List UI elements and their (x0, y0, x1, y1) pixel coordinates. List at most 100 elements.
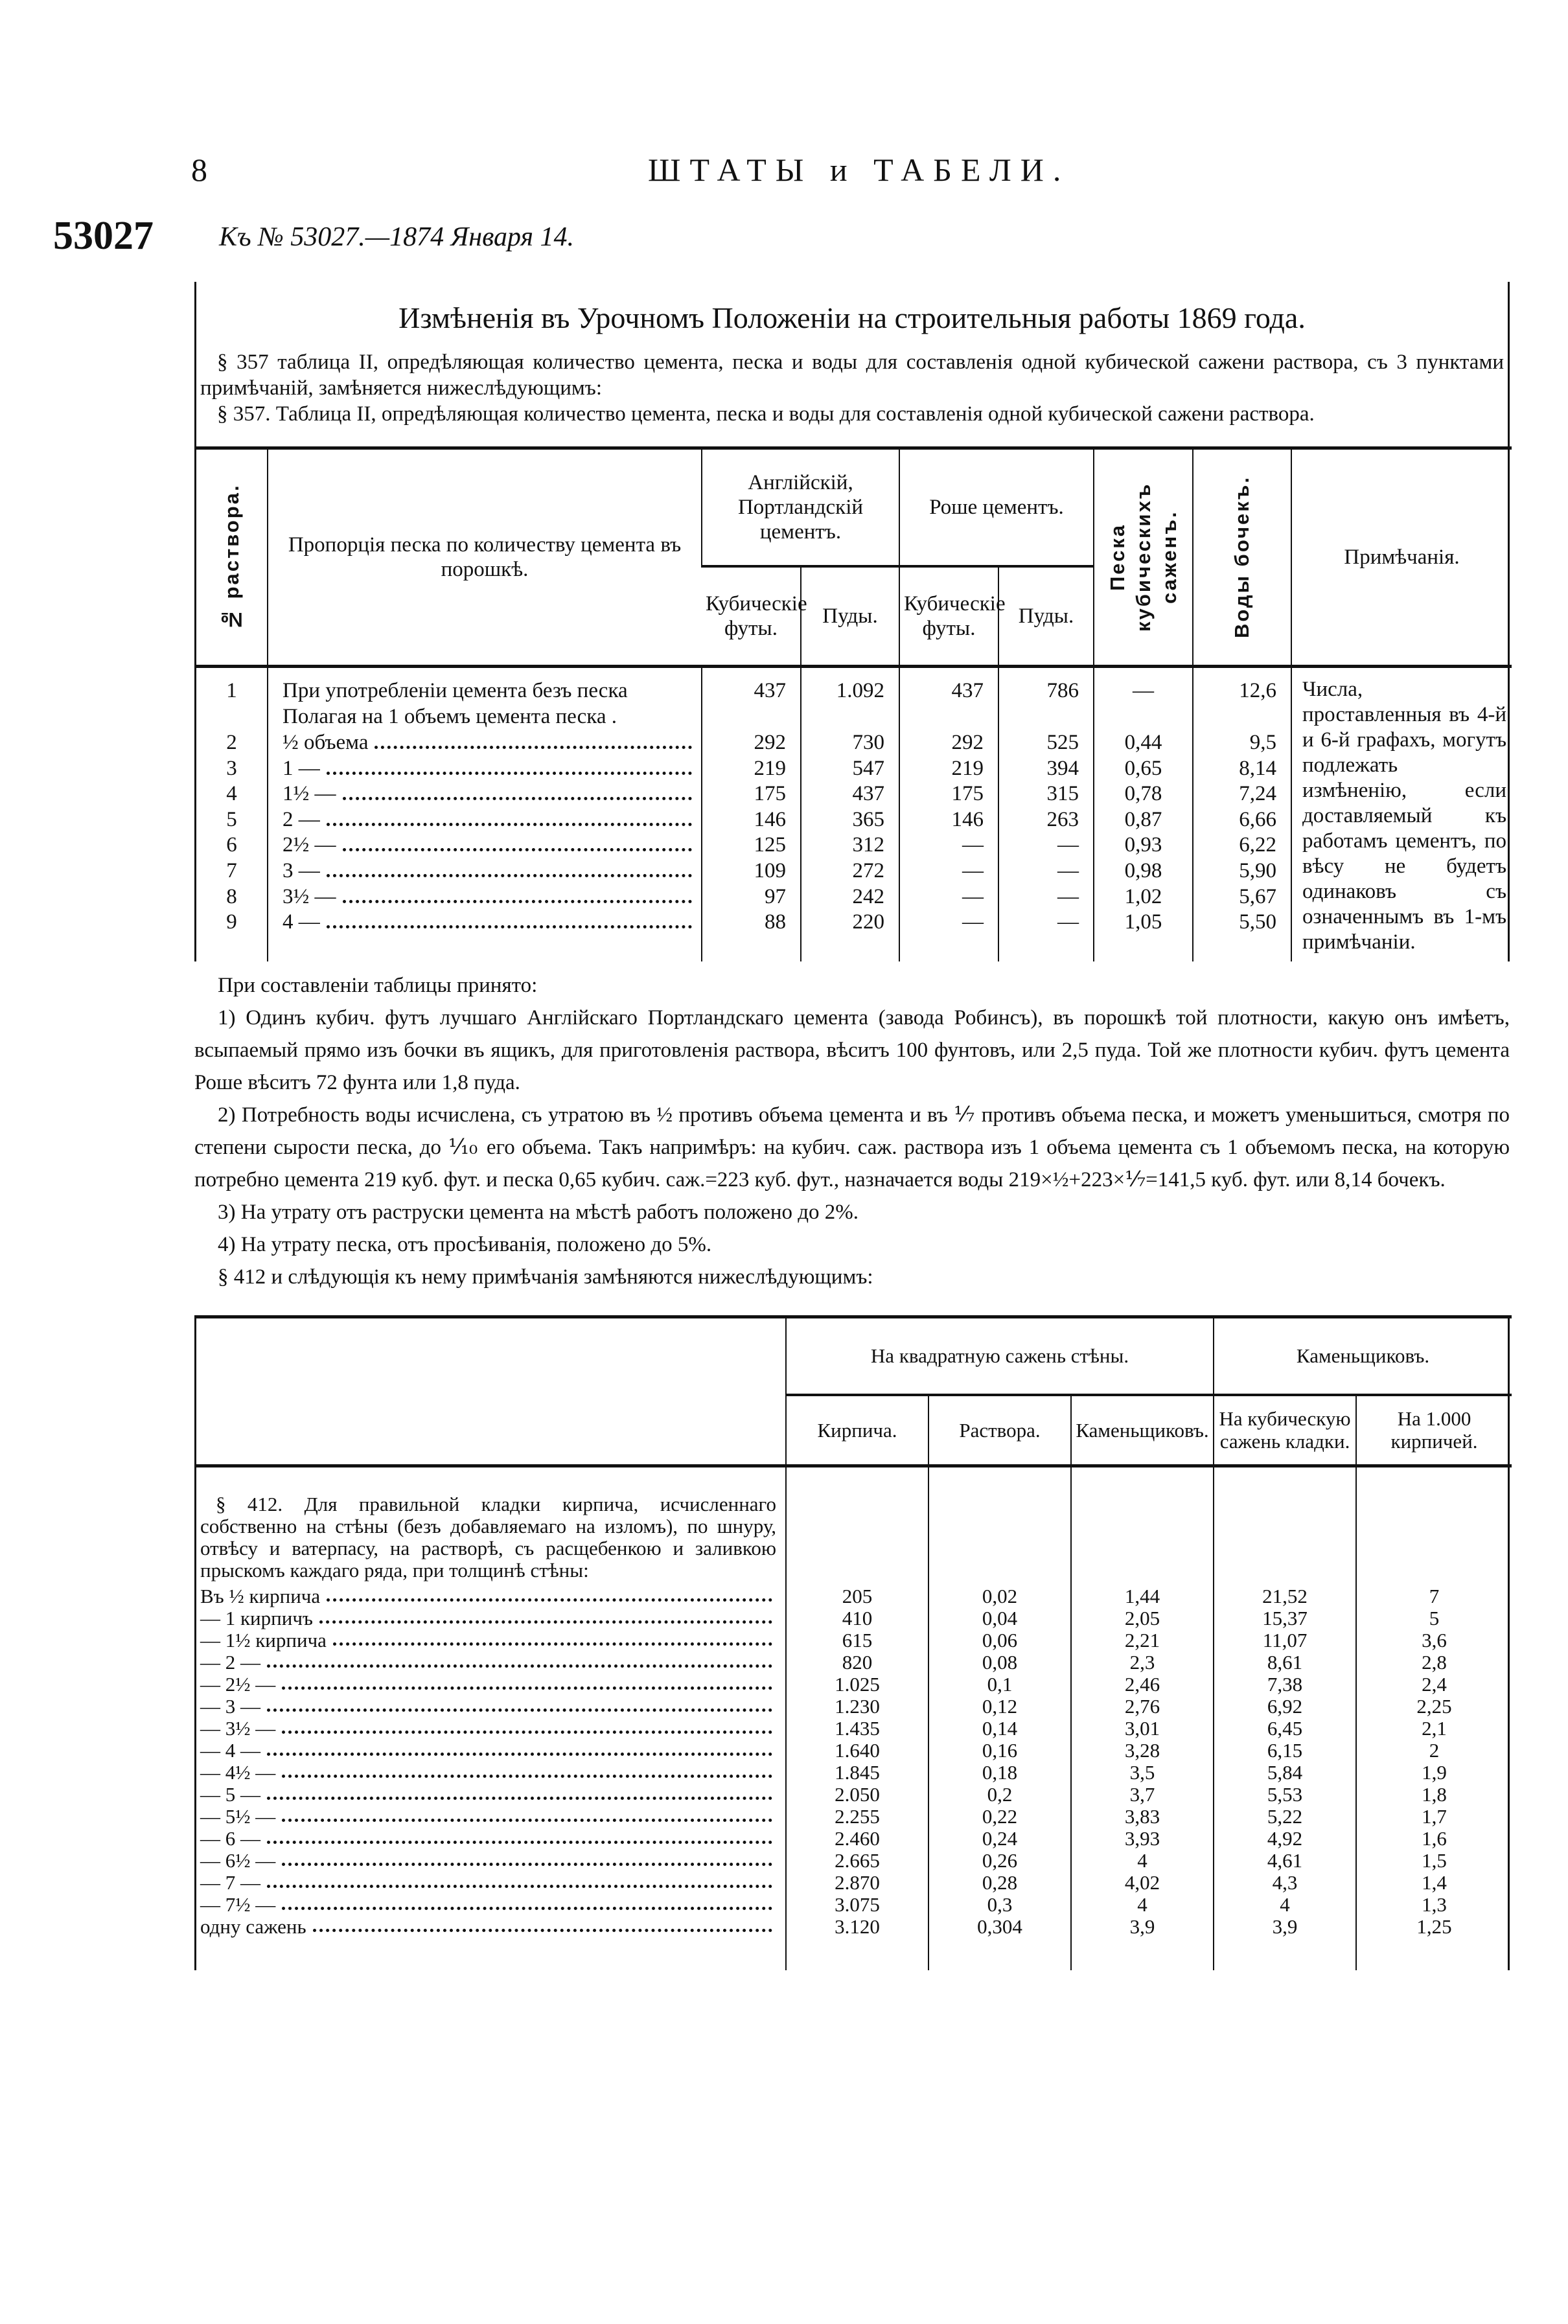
label-leader: Въ ½ кирпича (200, 1585, 776, 1607)
row-value: 0,93 (1093, 833, 1193, 859)
row-value: 1,3 (1355, 1894, 1512, 1916)
proportion-text: 2 — (282, 807, 320, 831)
row-value (997, 704, 1094, 731)
row-value: 3,28 (1070, 1740, 1214, 1762)
table-row: — 4 — 1.640 0,16 3,28 6,15 2 (196, 1740, 1512, 1762)
row-value: 1.640 (785, 1740, 928, 1762)
wall-thickness: — 4 — (200, 1739, 260, 1762)
section-357: Измѣненія въ Урочномъ Положеніи на строи… (194, 282, 1512, 961)
dot-leader (282, 1674, 772, 1690)
row-proportion: 1½ — (267, 781, 702, 807)
row-value: 1.435 (785, 1718, 928, 1740)
header-water: Воды бочекъ. (1192, 446, 1292, 667)
filler-row (196, 1938, 1512, 1970)
table-row: — 7 — 2.870 0,28 4,02 4,3 1,4 (196, 1872, 1512, 1894)
table-row: — 2 — 820 0,08 2,3 8,61 2,8 (196, 1651, 1512, 1674)
row-value: 315 (997, 781, 1094, 807)
wall-thickness: — 1½ кирпича (200, 1629, 327, 1651)
row-label: — 2½ — (196, 1673, 787, 1696)
table-row: 1 При употребленіи цемента безъ песка 437 1… (196, 666, 1512, 961)
dot-leader (267, 1784, 772, 1800)
header-per-square-sazhen: На квадратную сажень стѣны. (785, 1315, 1214, 1395)
table-row: Въ ½ кирпича 205 0,02 1,44 21,52 7 (196, 1585, 1512, 1607)
label-leader: — 4 — (200, 1740, 776, 1762)
row-value: 3.120 (785, 1916, 928, 1938)
header-no: № раствора. (196, 446, 268, 667)
row-value: 437 (899, 666, 998, 705)
header-proportion: Пропорція песка по количеству цемента въ… (267, 446, 702, 667)
row-value: 8,61 (1213, 1651, 1357, 1674)
row-value: 146 (701, 807, 801, 833)
row-value: 3,01 (1070, 1718, 1214, 1740)
table-row: 8 3½ —97 242— —1,02 5,67 (196, 884, 1512, 910)
row-value: 5 (1355, 1607, 1512, 1629)
row-value: 5,22 (1213, 1806, 1357, 1828)
row-label: — 4 — (196, 1740, 787, 1762)
row-value: 2.870 (785, 1872, 928, 1894)
table-row: — 5½ — 2.255 0,22 3,83 5,22 1,7 (196, 1806, 1512, 1828)
row-value: 7,38 (1213, 1674, 1357, 1696)
row-label: — 6 — (196, 1828, 787, 1850)
page-body: Измѣненія въ Урочномъ Положеніи на строи… (194, 282, 1512, 1970)
dot-leader (319, 1607, 772, 1624)
empty-cell (1355, 1938, 1512, 1970)
section-title: Измѣненія въ Урочномъ Положеніи на строи… (398, 301, 1306, 334)
row-value: 0,22 (928, 1806, 1071, 1828)
label-leader: — 3½ — (200, 1718, 776, 1740)
document-number: 53027 (53, 214, 154, 258)
dot-leader (342, 884, 692, 903)
dot-leader (327, 1585, 772, 1602)
row-value: 0,26 (928, 1850, 1071, 1872)
row-value: 1.845 (785, 1762, 928, 1784)
row-value: 5,84 (1213, 1762, 1357, 1784)
row-value: 0,18 (928, 1762, 1071, 1784)
row-value: 3,5 (1070, 1762, 1214, 1784)
row-value: 4,92 (1213, 1828, 1357, 1850)
empty-cell (1070, 1466, 1214, 1585)
row-value: 0,304 (928, 1916, 1071, 1938)
label-leader: — 5 — (200, 1784, 776, 1806)
row-value: 0,14 (928, 1718, 1071, 1740)
row-value: — (997, 884, 1094, 910)
row-value: 437 (800, 781, 899, 807)
dot-leader (267, 1872, 772, 1888)
row-value: 125 (701, 833, 801, 859)
empty-cell (997, 936, 1094, 961)
table-row: 6 2½ —125 312— —0,93 6,22 (196, 833, 1512, 859)
proportion-leader: 4 — (282, 910, 696, 934)
row-value: 4,3 (1213, 1872, 1357, 1894)
row-value: 1.092 (800, 666, 899, 705)
empty-cell (1213, 1466, 1357, 1585)
wall-thickness: — 5 — (200, 1783, 260, 1806)
row-value: — (899, 910, 998, 936)
dot-leader (267, 1828, 772, 1844)
row-label: — 5 — (196, 1784, 787, 1806)
header-sand: Песка кубическихъ саженъ. (1093, 446, 1193, 667)
row-value: 292 (899, 730, 998, 756)
wall-thickness: — 5½ — (200, 1805, 276, 1828)
proportion-leader: 3 — (282, 858, 696, 883)
wall-thickness: — 6½ — (200, 1849, 276, 1872)
row-value: 4 (1213, 1894, 1357, 1916)
proportion-text: 4 — (282, 910, 320, 934)
row-value: 2.255 (785, 1806, 928, 1828)
wall-thickness: — 2½ — (200, 1673, 276, 1696)
row-value: 312 (800, 833, 899, 859)
proportion-text: 1½ — (282, 782, 336, 806)
paragraph: 2) Потребность воды исчислена, съ утрато… (194, 1103, 1510, 1191)
row-number: 4 (226, 782, 237, 806)
row-value: 9,5 (1192, 730, 1292, 756)
row-label: — 3 — (196, 1696, 787, 1718)
row-label: — 3½ — (196, 1718, 787, 1740)
paragraph: § 412 и слѣдующія къ нему примѣчанія зам… (218, 1265, 873, 1289)
row-value: 0,65 (1093, 755, 1193, 782)
row-number (196, 704, 268, 730)
table-row: Полагая на 1 объемъ цемента песка . (196, 704, 1512, 731)
header-english-cement: Англійскій, Портландскій цементъ. (701, 446, 899, 567)
row-number: 5 (226, 807, 237, 831)
row-label: Въ ½ кирпича (196, 1585, 787, 1607)
proportion-text: 1 — (282, 756, 320, 780)
table-row: — 1½ кирпича 615 0,06 2,21 11,07 3,6 (196, 1629, 1512, 1651)
row-value: 0,44 (1093, 730, 1193, 756)
